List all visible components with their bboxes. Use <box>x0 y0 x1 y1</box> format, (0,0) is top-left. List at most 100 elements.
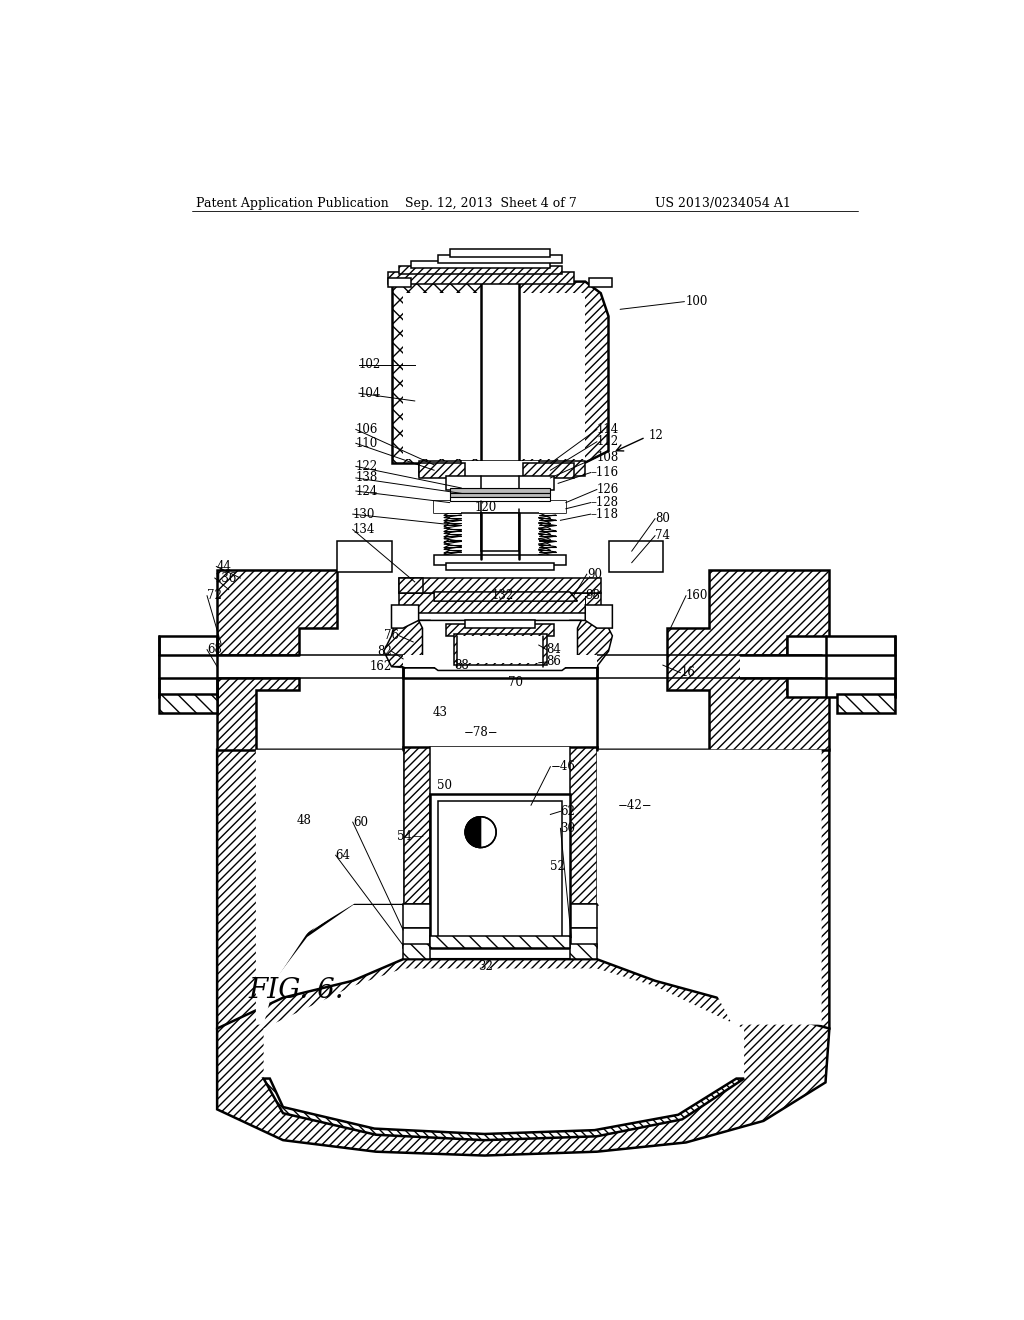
Bar <box>438 256 562 263</box>
Polygon shape <box>434 554 566 565</box>
Polygon shape <box>569 944 597 960</box>
Text: 52: 52 <box>550 861 565 874</box>
Polygon shape <box>217 750 403 1028</box>
Polygon shape <box>419 620 582 671</box>
Polygon shape <box>384 620 438 667</box>
Text: 70: 70 <box>508 676 522 689</box>
Text: 54—: 54— <box>397 829 424 842</box>
Bar <box>740 655 895 678</box>
Text: 88: 88 <box>454 659 469 672</box>
Text: 104: 104 <box>359 387 381 400</box>
Polygon shape <box>539 502 566 512</box>
Polygon shape <box>434 591 578 601</box>
Circle shape <box>465 817 496 847</box>
Polygon shape <box>523 462 573 478</box>
Polygon shape <box>586 605 612 628</box>
Polygon shape <box>434 502 461 512</box>
Text: Sep. 12, 2013  Sheet 4 of 7: Sep. 12, 2013 Sheet 4 of 7 <box>406 197 578 210</box>
Polygon shape <box>419 461 586 475</box>
Bar <box>403 655 597 667</box>
Bar <box>589 277 612 286</box>
Text: −46: −46 <box>550 760 575 774</box>
Text: 102: 102 <box>359 358 381 371</box>
Polygon shape <box>403 747 597 904</box>
Text: 74: 74 <box>655 529 670 543</box>
Polygon shape <box>399 267 562 275</box>
Polygon shape <box>411 261 550 268</box>
Polygon shape <box>391 605 419 628</box>
Text: 44: 44 <box>216 560 231 573</box>
Polygon shape <box>391 281 515 462</box>
Polygon shape <box>403 293 480 459</box>
Polygon shape <box>515 281 608 462</box>
Text: 126: 126 <box>597 483 620 496</box>
Bar <box>403 667 597 678</box>
Polygon shape <box>667 570 829 750</box>
Polygon shape <box>263 1078 744 1140</box>
Polygon shape <box>256 750 403 1024</box>
Bar <box>430 936 569 948</box>
Bar <box>159 693 217 713</box>
Polygon shape <box>403 944 430 960</box>
Text: 48: 48 <box>297 814 312 828</box>
Polygon shape <box>399 578 423 594</box>
Polygon shape <box>419 462 465 478</box>
Text: 138: 138 <box>356 471 378 484</box>
Polygon shape <box>217 570 337 750</box>
Text: 120: 120 <box>475 500 498 513</box>
Text: 122: 122 <box>356 459 378 473</box>
Text: 98: 98 <box>586 589 600 602</box>
Polygon shape <box>445 475 554 490</box>
Text: 82: 82 <box>377 644 391 657</box>
Text: 162: 162 <box>370 660 391 673</box>
Bar <box>461 461 539 477</box>
Polygon shape <box>558 620 612 667</box>
Polygon shape <box>597 750 821 1024</box>
Bar <box>786 636 895 697</box>
Polygon shape <box>434 502 566 512</box>
Text: –118: –118 <box>591 508 618 520</box>
Text: 132: 132 <box>492 589 513 602</box>
Text: 90: 90 <box>587 568 602 581</box>
Polygon shape <box>186 640 217 693</box>
Polygon shape <box>263 969 744 1140</box>
Text: 60: 60 <box>352 816 368 829</box>
Bar <box>403 928 430 948</box>
Bar <box>445 624 554 636</box>
Text: US 2013/0234054 A1: US 2013/0234054 A1 <box>655 197 791 210</box>
Bar <box>430 747 569 904</box>
Polygon shape <box>450 488 550 494</box>
Text: 68: 68 <box>207 643 222 656</box>
Text: 106: 106 <box>356 422 378 436</box>
Bar <box>569 928 597 948</box>
Text: FIG. 6.: FIG. 6. <box>248 977 344 1003</box>
Polygon shape <box>450 494 550 498</box>
Polygon shape <box>786 640 818 693</box>
Polygon shape <box>597 750 829 1028</box>
Bar <box>450 249 550 257</box>
Text: 64: 64 <box>336 849 350 862</box>
Text: 16: 16 <box>681 667 695 680</box>
Polygon shape <box>399 594 601 612</box>
Bar <box>480 277 519 470</box>
Bar <box>465 620 535 628</box>
Text: –128: –128 <box>591 496 618 510</box>
Text: 43: 43 <box>432 706 447 719</box>
Text: 84: 84 <box>547 643 561 656</box>
Text: 136: 136 <box>215 572 238 585</box>
Bar <box>458 636 543 663</box>
Text: 50: 50 <box>436 779 452 792</box>
Wedge shape <box>465 817 480 847</box>
Bar <box>838 693 895 713</box>
Bar <box>438 801 562 940</box>
Text: 112: 112 <box>597 436 618 449</box>
Text: 30: 30 <box>560 822 575 834</box>
Bar <box>159 636 217 697</box>
Text: 86: 86 <box>547 656 561 668</box>
Text: 134: 134 <box>352 523 375 536</box>
Text: 110: 110 <box>356 437 378 450</box>
Text: 80: 80 <box>655 512 670 525</box>
Bar <box>159 655 306 678</box>
Text: 108: 108 <box>597 450 620 463</box>
Text: 32: 32 <box>478 961 494 973</box>
